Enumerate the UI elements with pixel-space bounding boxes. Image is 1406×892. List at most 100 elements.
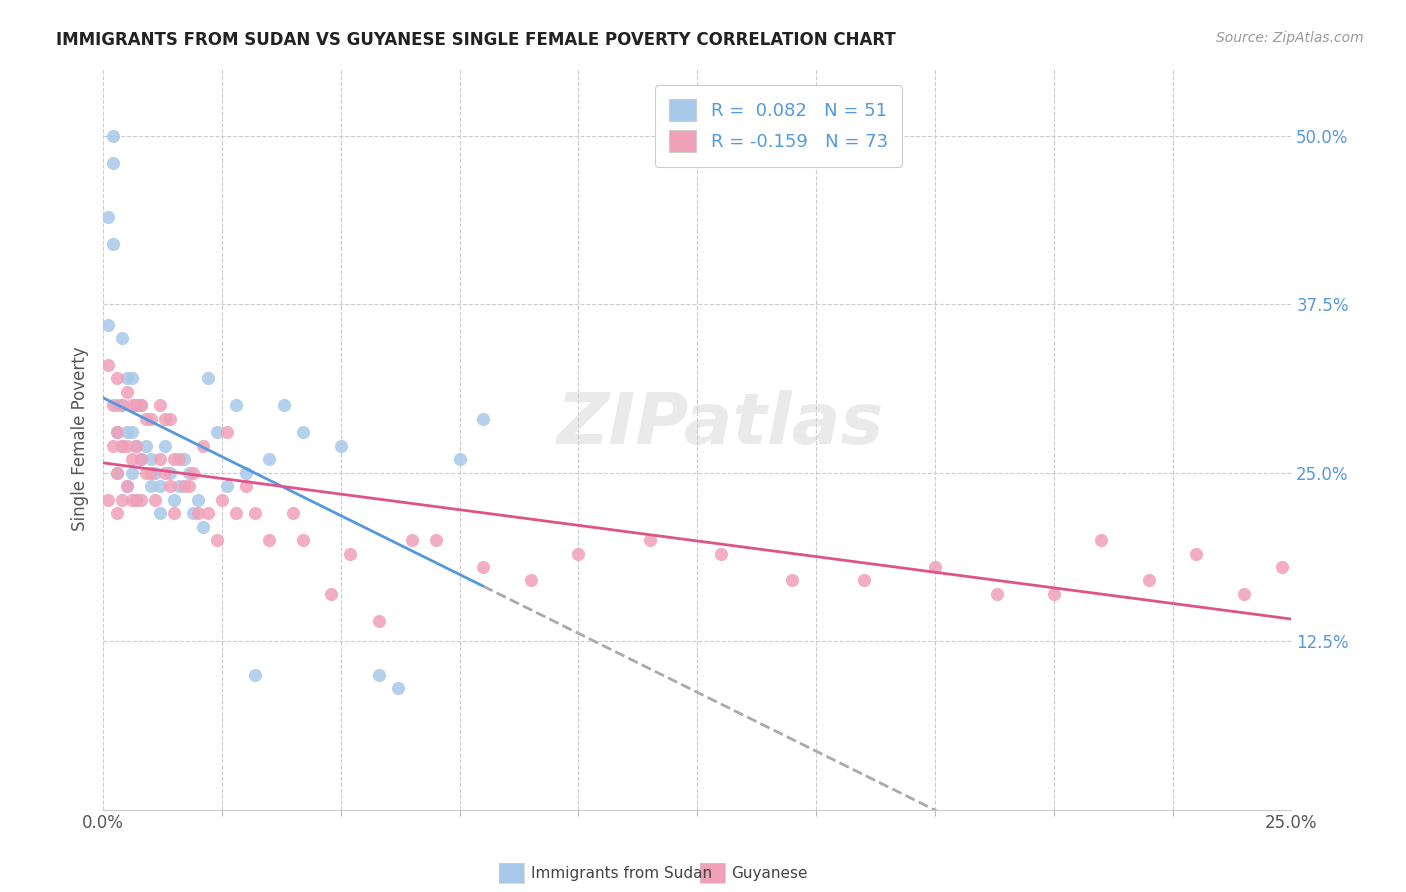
Point: [159, 412, 181, 426]
Point: [291, 533, 314, 547]
Point: [105, 506, 128, 520]
Point: [387, 681, 409, 696]
Point: [135, 439, 157, 453]
Point: [191, 519, 214, 533]
Point: [205, 533, 228, 547]
Point: [163, 452, 186, 467]
Point: [115, 384, 138, 399]
Point: [1137, 574, 1160, 588]
Point: [163, 492, 186, 507]
Point: [183, 466, 205, 480]
Point: [145, 466, 167, 480]
Text: Guyanese: Guyanese: [731, 866, 807, 880]
Point: [135, 466, 157, 480]
Point: [149, 479, 172, 493]
Y-axis label: Single Female Poverty: Single Female Poverty: [72, 347, 89, 532]
Point: [205, 425, 228, 440]
Point: [273, 398, 295, 412]
Point: [567, 547, 589, 561]
Point: [105, 425, 128, 440]
Point: [339, 547, 361, 561]
Legend: R =  0.082   N = 51, R = -0.159   N = 73: R = 0.082 N = 51, R = -0.159 N = 73: [655, 85, 903, 167]
Point: [115, 371, 138, 385]
Point: [1090, 533, 1112, 547]
Point: [1271, 560, 1294, 574]
Point: [259, 533, 281, 547]
Point: [177, 479, 200, 493]
Point: [129, 452, 152, 467]
Point: [97, 492, 120, 507]
Point: [111, 492, 134, 507]
Point: [111, 439, 134, 453]
Point: [97, 358, 120, 372]
Point: [139, 452, 162, 467]
Point: [167, 452, 190, 467]
Point: [149, 506, 172, 520]
Point: [125, 398, 148, 412]
Text: IMMIGRANTS FROM SUDAN VS GUYANESE SINGLE FEMALE POVERTY CORRELATION CHART: IMMIGRANTS FROM SUDAN VS GUYANESE SINGLE…: [56, 31, 896, 49]
Point: [121, 452, 143, 467]
Point: [211, 492, 233, 507]
Point: [235, 466, 257, 480]
Point: [173, 479, 195, 493]
Point: [472, 412, 495, 426]
Point: [139, 466, 162, 480]
Point: [291, 425, 314, 440]
Point: [145, 492, 167, 507]
Point: [101, 398, 124, 412]
Point: [121, 466, 143, 480]
Point: [1185, 547, 1208, 561]
Point: [401, 533, 423, 547]
Point: [187, 492, 209, 507]
Point: [187, 506, 209, 520]
Point: [367, 614, 389, 628]
Point: [245, 668, 267, 682]
Point: [97, 318, 120, 332]
Point: [283, 506, 305, 520]
Point: [111, 439, 134, 453]
Point: [197, 506, 219, 520]
Point: [472, 560, 495, 574]
Point: [425, 533, 447, 547]
Point: [191, 439, 214, 453]
Point: [163, 506, 186, 520]
Point: [105, 466, 128, 480]
Point: [125, 398, 148, 412]
Point: [121, 371, 143, 385]
Point: [125, 439, 148, 453]
Point: [101, 156, 124, 170]
Point: [129, 492, 152, 507]
Point: [101, 128, 124, 143]
Point: [111, 331, 134, 345]
Point: [159, 479, 181, 493]
Point: [245, 506, 267, 520]
Text: Immigrants from Sudan: Immigrants from Sudan: [531, 866, 713, 880]
Point: [638, 533, 661, 547]
Point: [520, 574, 543, 588]
Point: [225, 398, 247, 412]
Point: [167, 479, 190, 493]
Point: [115, 439, 138, 453]
Point: [321, 587, 343, 601]
Point: [139, 412, 162, 426]
Point: [111, 398, 134, 412]
Point: [782, 574, 804, 588]
Point: [105, 398, 128, 412]
Point: [215, 425, 238, 440]
Point: [183, 506, 205, 520]
Point: [115, 479, 138, 493]
Point: [105, 371, 128, 385]
Point: [129, 398, 152, 412]
Point: [177, 466, 200, 480]
Point: [105, 466, 128, 480]
Point: [924, 560, 946, 574]
Point: [149, 452, 172, 467]
Point: [101, 439, 124, 453]
Point: [105, 425, 128, 440]
Point: [125, 492, 148, 507]
Point: [197, 371, 219, 385]
Point: [235, 479, 257, 493]
Text: Source: ZipAtlas.com: Source: ZipAtlas.com: [1216, 31, 1364, 45]
Point: [97, 210, 120, 224]
Point: [115, 425, 138, 440]
